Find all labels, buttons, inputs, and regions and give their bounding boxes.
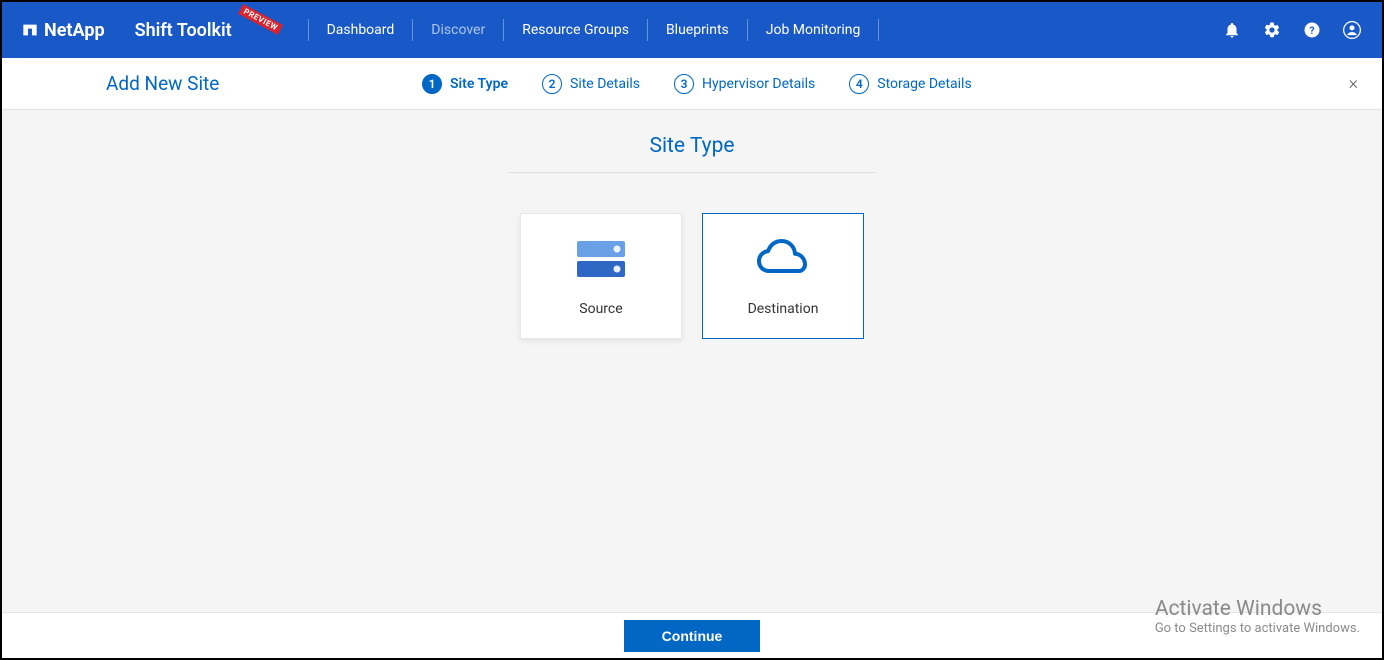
- card-label: Source: [579, 301, 622, 317]
- step-number: 1: [422, 74, 442, 94]
- server-icon: [573, 235, 629, 283]
- svg-text:?: ?: [1309, 24, 1314, 37]
- nav-separator: [308, 19, 309, 41]
- nav-link-job-monitoring[interactable]: Job Monitoring: [766, 22, 861, 38]
- step-storage-details[interactable]: 4 Storage Details: [849, 74, 971, 94]
- source-card[interactable]: Source: [520, 213, 682, 339]
- top-navbar: NetApp Shift Toolkit PREVIEW Dashboard D…: [2, 2, 1382, 58]
- step-label: Storage Details: [877, 76, 971, 92]
- nav-separator: [412, 19, 413, 41]
- step-label: Site Type: [450, 76, 508, 92]
- nav-separator: [647, 19, 648, 41]
- destination-card[interactable]: Destination: [702, 213, 864, 339]
- help-icon[interactable]: ?: [1302, 20, 1322, 40]
- bell-icon[interactable]: [1222, 20, 1242, 40]
- step-number: 3: [674, 74, 694, 94]
- cloud-icon: [751, 235, 815, 283]
- product-name: Shift Toolkit PREVIEW: [135, 20, 284, 41]
- wizard-title: Add New Site: [106, 72, 219, 95]
- nav-separator: [747, 19, 748, 41]
- wizard-content: Site Type Source Destination: [2, 110, 1382, 612]
- nav-link-dashboard[interactable]: Dashboard: [327, 22, 395, 38]
- wizard-header: Add New Site 1 Site Type 2 Site Details …: [2, 58, 1382, 110]
- nav-link-blueprints[interactable]: Blueprints: [666, 22, 729, 38]
- continue-button[interactable]: Continue: [624, 620, 761, 652]
- wizard-footer: Continue: [2, 612, 1382, 658]
- card-label: Destination: [748, 301, 819, 317]
- nav-separator: [503, 19, 504, 41]
- step-hypervisor-details[interactable]: 3 Hypervisor Details: [674, 74, 815, 94]
- nav-separator: [878, 19, 879, 41]
- step-number: 4: [849, 74, 869, 94]
- content-heading: Site Type: [2, 134, 1382, 158]
- product-label: Shift Toolkit: [135, 20, 232, 41]
- wizard-steps: 1 Site Type 2 Site Details 3 Hypervisor …: [422, 74, 972, 94]
- step-label: Site Details: [570, 76, 640, 92]
- nav-link-resource-groups[interactable]: Resource Groups: [522, 22, 629, 38]
- close-button[interactable]: ×: [1349, 73, 1358, 94]
- site-type-cards: Source Destination: [2, 213, 1382, 339]
- navbar-right: ?: [1222, 20, 1362, 40]
- step-label: Hypervisor Details: [702, 76, 815, 92]
- step-number: 2: [542, 74, 562, 94]
- brand-label: NetApp: [44, 20, 105, 41]
- preview-badge: PREVIEW: [238, 3, 283, 34]
- netapp-logo-icon: [22, 22, 38, 38]
- gear-icon[interactable]: [1262, 20, 1282, 40]
- brand: NetApp: [22, 20, 105, 41]
- step-site-details[interactable]: 2 Site Details: [542, 74, 640, 94]
- nav-link-discover[interactable]: Discover: [431, 22, 485, 38]
- step-site-type[interactable]: 1 Site Type: [422, 74, 508, 94]
- divider: [508, 172, 876, 173]
- user-icon[interactable]: [1342, 20, 1362, 40]
